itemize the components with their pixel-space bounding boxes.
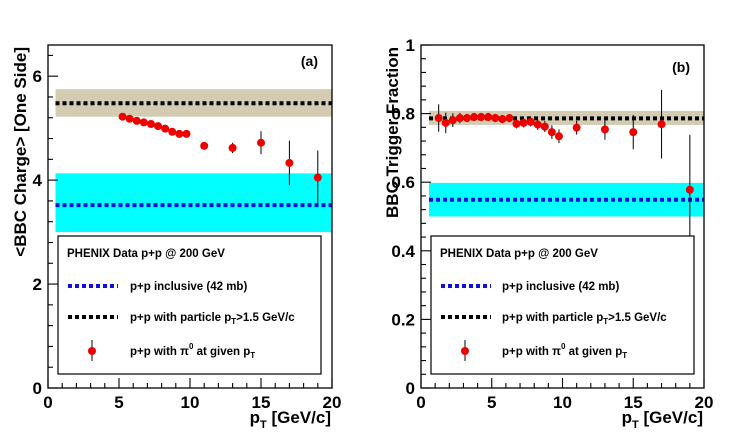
x-tick-label: 5 (114, 393, 123, 412)
y-tick-label: 0 (33, 379, 42, 398)
x-tick-label: 20 (695, 393, 714, 412)
panel-b-legend-pi0-marker (461, 347, 469, 355)
data-point (139, 118, 148, 127)
panel-b-x-ticks: 0 5 10 15 20 (416, 378, 713, 412)
data-point (182, 129, 191, 138)
data-point (146, 119, 155, 128)
panel-a-bands (55, 89, 332, 233)
data-point (484, 113, 493, 122)
x-tick-label: 10 (181, 393, 200, 412)
panel-b-legend-inclusive-label: p+p inclusive (42 mb) (502, 281, 619, 293)
panel-b-chart: 0 5 10 15 20 0 0.2 0.4 0.6 0.8 1 (b) pT [GeV/c] B… (383, 36, 713, 431)
y-tick-label: 4 (33, 171, 43, 190)
panel-b-legend-pi0-label: p+p with π0 at given pT (502, 342, 627, 360)
data-point (540, 122, 549, 131)
data-point (657, 120, 666, 129)
data-point (512, 119, 521, 128)
data-point (547, 128, 556, 137)
panel-a-label: (a) (301, 53, 318, 69)
data-point (685, 185, 694, 194)
panel-a-y-ticks: 0 2 4 6 (33, 54, 58, 398)
panel-a-y-axis-title: <BBC Charge> [One Side] (11, 47, 30, 257)
data-point (519, 118, 528, 127)
band-inclusive (55, 173, 332, 233)
band-particle (55, 89, 332, 117)
data-point (462, 114, 471, 123)
data-point (533, 120, 542, 129)
panel-b-legend-box (430, 235, 695, 375)
panel-b-x-axis-title: pT [GeV/c] (622, 408, 703, 431)
x-tick-label: 15 (252, 393, 271, 412)
data-point (448, 116, 457, 125)
x-tick-label: 10 (553, 393, 572, 412)
data-point (505, 114, 514, 123)
panel-b-data-points (434, 89, 694, 245)
panel-b-legend-title: PHENIX Data p+p @ 200 GeV (440, 248, 598, 260)
panel-a-legend-box (57, 235, 322, 375)
y-tick-label: 1 (406, 36, 415, 55)
data-point (257, 138, 265, 147)
data-point (526, 117, 535, 126)
y-tick-label: 6 (33, 67, 42, 86)
panel-b-legend-particle-label: p+p with particle pT>1.5 GeV/c (502, 312, 667, 326)
y-tick-label: 2 (33, 275, 42, 294)
y-tick-label: 0.8 (391, 105, 415, 124)
panel-a-legend-pi0-marker (88, 347, 96, 355)
panel-a-legend-inclusive-label: p+p inclusive (42 mb) (130, 281, 247, 293)
data-point (175, 129, 184, 138)
data-point (470, 113, 479, 122)
y-tick-label: 0.6 (391, 173, 415, 192)
panel-a-legend-title: PHENIX Data p+p @ 200 GeV (67, 248, 225, 260)
data-point (200, 141, 209, 150)
panel-a-legend-particle-label: p+p with particle pT>1.5 GeV/c (130, 312, 295, 326)
y-tick-label: 0 (406, 379, 415, 398)
data-point (313, 173, 322, 182)
data-point (434, 114, 443, 123)
panel-b-y-ticks: 0 0.2 0.4 0.6 0.8 1 (391, 36, 431, 398)
data-point (285, 158, 294, 167)
data-point (629, 128, 638, 137)
panel-b-legend: PHENIX Data p+p @ 200 GeV p+p inclusive … (430, 235, 695, 375)
x-tick-label: 0 (43, 393, 52, 412)
data-point (455, 114, 464, 123)
data-point (154, 122, 163, 131)
data-point (554, 132, 563, 141)
data-point (441, 118, 450, 127)
data-point (477, 113, 486, 122)
data-point (228, 143, 237, 152)
panel-a-legend: PHENIX Data p+p @ 200 GeV p+p inclusive … (57, 235, 322, 375)
data-point (572, 123, 581, 132)
data-point (498, 115, 507, 124)
panel-b-label: (b) (672, 59, 690, 75)
panel-a-x-axis-title: pT [GeV/c] (250, 408, 331, 431)
data-point (161, 124, 170, 133)
data-point (132, 116, 141, 125)
band-particle (429, 110, 704, 125)
x-tick-label: 5 (487, 393, 496, 412)
panel-a-x-ticks: 0 5 10 15 20 (43, 378, 341, 412)
data-point (491, 114, 500, 123)
panel-a-data-points (118, 112, 322, 205)
panel-b-y-axis-title: BBC Trigger Fraction (383, 47, 402, 218)
x-tick-label: 20 (323, 393, 342, 412)
panel-a-legend-pi0-label: p+p with π0 at given pT (130, 342, 255, 360)
panel-a-chart: 0 5 10 15 20 0 2 4 6 (a) pT [GeV/c] <BBC Charge… (11, 44, 341, 431)
data-point (125, 114, 134, 123)
y-tick-label: 0.4 (391, 242, 415, 261)
x-tick-label: 15 (624, 393, 643, 412)
data-point (168, 127, 177, 136)
y-tick-label: 0.2 (391, 310, 415, 329)
x-tick-label: 0 (416, 393, 425, 412)
data-point (118, 112, 127, 121)
data-point (600, 125, 609, 134)
